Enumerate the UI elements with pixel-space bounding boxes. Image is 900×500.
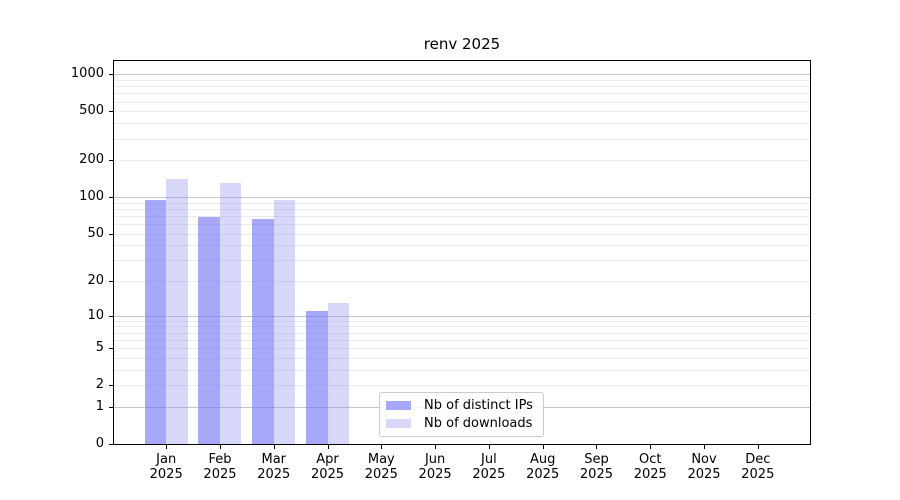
y-tick-mark xyxy=(109,233,113,235)
minor-gridline xyxy=(114,123,810,125)
y-tick-label: 1 xyxy=(95,398,104,414)
legend-item: Nb of downloads xyxy=(386,416,537,431)
minor-gridline xyxy=(114,326,810,328)
minor-gridline xyxy=(114,101,810,103)
bar-downloads xyxy=(219,183,242,444)
minor-gridline xyxy=(114,233,810,235)
major-gridline xyxy=(114,196,810,198)
y-tick-mark xyxy=(109,406,113,408)
plot-area xyxy=(113,60,811,445)
y-tick-label: 500 xyxy=(79,103,104,119)
x-tick-mark xyxy=(166,445,168,449)
major-gridline xyxy=(114,74,810,76)
minor-gridline xyxy=(114,339,810,341)
minor-gridline xyxy=(114,223,810,225)
legend-swatch-distinct-ips xyxy=(386,400,411,411)
minor-gridline xyxy=(114,111,810,113)
x-tick-label: Jan 2025 xyxy=(149,452,183,482)
x-tick-label: Apr 2025 xyxy=(310,452,345,482)
y-tick-label: 100 xyxy=(79,188,104,204)
minor-gridline xyxy=(114,86,810,88)
major-gridline xyxy=(114,315,810,317)
minor-gridline xyxy=(114,215,810,217)
y-tick-mark xyxy=(109,74,113,76)
x-tick-label: Dec 2025 xyxy=(741,452,775,482)
x-tick-mark xyxy=(757,445,759,449)
y-tick-mark xyxy=(109,281,113,283)
y-tick-mark xyxy=(109,111,113,113)
x-tick-label: Feb 2025 xyxy=(203,452,237,482)
y-tick-mark xyxy=(109,160,113,162)
x-tick-label: Mar 2025 xyxy=(257,452,291,482)
bar-downloads xyxy=(273,199,296,444)
y-tick-label: 5 xyxy=(95,340,104,356)
legend-label-distinct-ips: Nb of distinct IPs xyxy=(424,398,533,413)
y-tick-label: 2 xyxy=(95,377,104,393)
minor-gridline xyxy=(114,138,810,140)
chart-title: renv 2025 xyxy=(423,35,501,53)
legend-item: Nb of distinct IPs xyxy=(386,398,537,413)
minor-gridline xyxy=(114,208,810,210)
x-tick-mark xyxy=(596,445,598,449)
minor-gridline xyxy=(114,348,810,350)
legend-label-downloads: Nb of downloads xyxy=(424,416,533,431)
y-tick-mark xyxy=(109,444,113,445)
minor-gridline xyxy=(114,320,810,322)
x-tick-label: Nov 2025 xyxy=(687,452,721,482)
y-tick-label: 0 xyxy=(95,436,104,451)
x-tick-mark xyxy=(488,445,490,449)
x-tick-label: Oct 2025 xyxy=(633,452,667,482)
x-tick-mark xyxy=(542,445,544,449)
y-tick-mark xyxy=(109,385,113,387)
x-tick-mark xyxy=(650,445,652,449)
bar-downloads xyxy=(327,302,350,444)
bar-distinct-ips xyxy=(144,200,167,444)
x-tick-mark xyxy=(704,445,706,449)
x-tick-label: May 2025 xyxy=(364,452,398,482)
minor-gridline xyxy=(114,160,810,162)
bar-distinct-ips xyxy=(252,218,274,444)
x-tick-mark xyxy=(381,445,383,449)
minor-gridline xyxy=(114,245,810,247)
minor-gridline xyxy=(114,202,810,204)
bar-downloads xyxy=(166,179,188,444)
x-tick-label: Sep 2025 xyxy=(579,452,613,482)
x-tick-label: Jul 2025 xyxy=(472,452,506,482)
y-tick-label: 200 xyxy=(79,152,104,168)
x-tick-mark xyxy=(435,445,437,449)
minor-gridline xyxy=(114,385,810,387)
minor-gridline xyxy=(114,281,810,283)
x-tick-label: Jun 2025 xyxy=(418,452,452,482)
y-tick-mark xyxy=(109,315,113,317)
x-tick-mark xyxy=(219,445,221,449)
minor-gridline xyxy=(114,93,810,95)
y-tick-label: 50 xyxy=(87,225,104,241)
y-tick-label: 10 xyxy=(87,307,104,323)
bar-distinct-ips xyxy=(198,217,220,444)
legend-swatch-downloads xyxy=(386,418,411,429)
legend: Nb of distinct IPs Nb of downloads xyxy=(379,392,544,437)
x-tick-label: Aug 2025 xyxy=(526,452,560,482)
minor-gridline xyxy=(114,357,810,359)
minor-gridline xyxy=(114,79,810,81)
y-tick-label: 1000 xyxy=(70,66,104,82)
y-tick-mark xyxy=(109,348,113,350)
y-tick-mark xyxy=(109,196,113,198)
minor-gridline xyxy=(114,260,810,262)
x-tick-mark xyxy=(273,445,275,449)
bar-distinct-ips xyxy=(306,311,328,444)
x-tick-mark xyxy=(327,445,329,449)
minor-gridline xyxy=(114,369,810,371)
y-tick-label: 20 xyxy=(87,273,104,289)
minor-gridline xyxy=(114,332,810,334)
